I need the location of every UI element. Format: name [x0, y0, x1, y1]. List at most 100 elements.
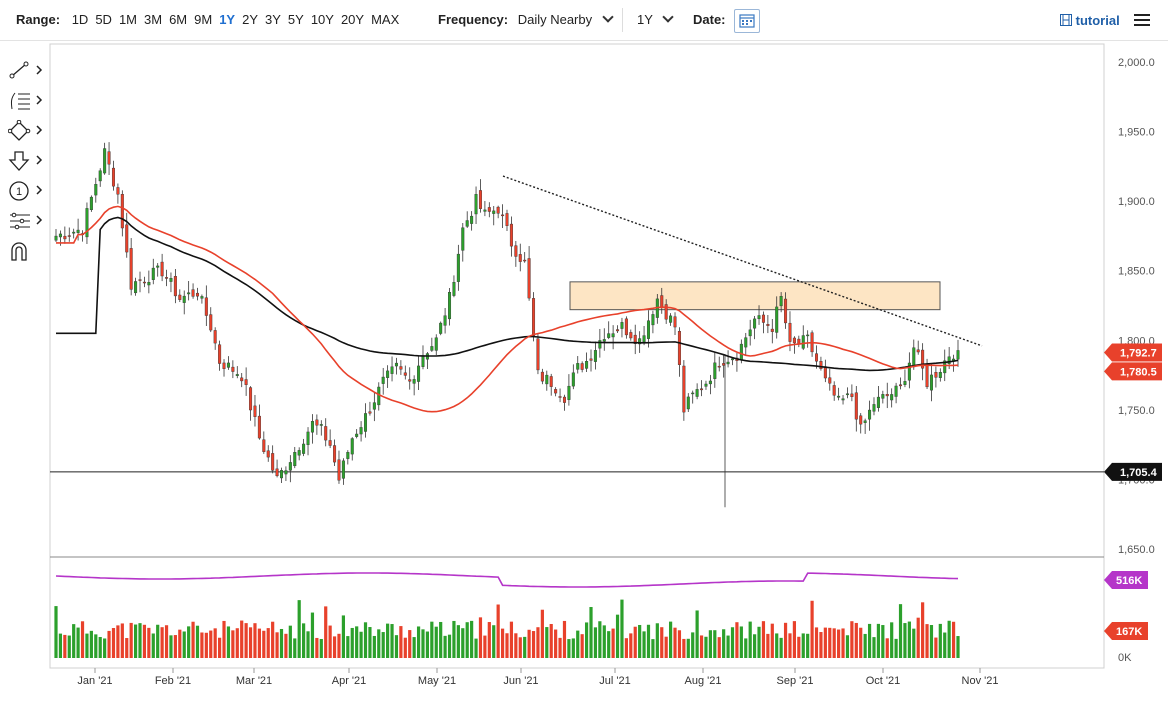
candle[interactable]	[929, 374, 933, 391]
candle[interactable]	[350, 438, 354, 455]
candle[interactable]	[439, 322, 443, 334]
candle[interactable]	[89, 196, 93, 211]
candle[interactable]	[832, 385, 836, 396]
candle[interactable]	[607, 333, 611, 338]
candle[interactable]	[134, 281, 138, 294]
candle[interactable]	[633, 334, 637, 344]
candle[interactable]	[713, 362, 717, 379]
candle[interactable]	[209, 314, 213, 331]
candle[interactable]	[845, 393, 849, 396]
candle[interactable]	[430, 346, 434, 351]
candle[interactable]	[173, 276, 177, 297]
candle[interactable]	[147, 281, 151, 286]
candle[interactable]	[187, 292, 191, 295]
candle[interactable]	[660, 295, 664, 307]
candle[interactable]	[94, 184, 98, 196]
candle[interactable]	[178, 294, 182, 300]
candle[interactable]	[138, 279, 142, 281]
arrow-tool-icon[interactable]	[8, 150, 48, 174]
candle[interactable]	[103, 148, 107, 174]
candle[interactable]	[757, 315, 761, 320]
candle[interactable]	[854, 392, 858, 420]
candle[interactable]	[947, 356, 951, 364]
candle[interactable]	[642, 335, 646, 343]
candle[interactable]	[850, 393, 854, 397]
candle[interactable]	[151, 267, 155, 280]
range-20y[interactable]: 20Y	[340, 12, 365, 27]
candle[interactable]	[518, 254, 522, 262]
candle[interactable]	[753, 318, 757, 329]
candle[interactable]	[532, 298, 536, 336]
candle[interactable]	[527, 258, 531, 299]
candle[interactable]	[823, 366, 827, 379]
range-1m[interactable]: 1M	[118, 12, 137, 27]
candle[interactable]	[899, 384, 903, 387]
candle[interactable]	[589, 358, 593, 361]
candle[interactable]	[341, 460, 345, 479]
tutorial-label[interactable]: tutorial	[1075, 13, 1120, 28]
range-max[interactable]: MAX	[371, 12, 400, 27]
candle[interactable]	[801, 335, 805, 349]
candle[interactable]	[664, 304, 668, 320]
candle[interactable]	[956, 350, 960, 360]
candle[interactable]	[226, 362, 230, 368]
candle[interactable]	[806, 334, 810, 337]
candle[interactable]	[355, 433, 359, 437]
candle[interactable]	[319, 424, 323, 426]
candle[interactable]	[912, 347, 916, 368]
candle[interactable]	[691, 392, 695, 395]
number-tool-icon[interactable]: 1	[8, 180, 48, 204]
candle[interactable]	[837, 395, 841, 398]
candle[interactable]	[377, 386, 381, 406]
calendar-button[interactable]	[734, 9, 760, 33]
candle[interactable]	[403, 372, 407, 376]
candle[interactable]	[943, 360, 947, 374]
candle[interactable]	[916, 349, 920, 353]
candle[interactable]	[191, 289, 195, 297]
candle[interactable]	[333, 445, 337, 463]
candle[interactable]	[881, 394, 885, 399]
candle[interactable]	[585, 361, 589, 369]
candle[interactable]	[142, 281, 146, 284]
candle[interactable]	[315, 419, 319, 426]
candle[interactable]	[890, 394, 894, 401]
candle[interactable]	[872, 404, 876, 412]
candle[interactable]	[364, 413, 368, 432]
candle[interactable]	[111, 167, 115, 187]
candle[interactable]	[766, 324, 770, 326]
candle[interactable]	[580, 363, 584, 370]
candle[interactable]	[704, 383, 708, 387]
candle[interactable]	[921, 349, 925, 369]
measure-tool-icon[interactable]	[8, 210, 48, 234]
candle[interactable]	[501, 214, 505, 217]
range-5y[interactable]: 5Y	[287, 12, 304, 27]
candle[interactable]	[545, 374, 549, 385]
candle[interactable]	[536, 338, 540, 371]
candle[interactable]	[863, 420, 867, 423]
candle[interactable]	[257, 415, 261, 439]
candle[interactable]	[611, 333, 615, 338]
candle[interactable]	[58, 233, 62, 238]
candle[interactable]	[554, 389, 558, 394]
candle[interactable]	[505, 213, 509, 226]
candle[interactable]	[244, 379, 248, 385]
candle[interactable]	[682, 365, 686, 413]
candle[interactable]	[677, 330, 681, 365]
candle[interactable]	[54, 235, 58, 241]
candle[interactable]	[629, 332, 633, 339]
candle[interactable]	[249, 387, 253, 411]
candle[interactable]	[744, 337, 748, 348]
candle[interactable]	[129, 248, 133, 290]
candle[interactable]	[253, 405, 257, 417]
candle[interactable]	[417, 365, 421, 382]
candle[interactable]	[116, 187, 120, 195]
candle[interactable]	[160, 261, 164, 277]
candle[interactable]	[616, 329, 620, 332]
candle[interactable]	[717, 365, 721, 368]
range-9m[interactable]: 9M	[194, 12, 213, 27]
range-1d[interactable]: 1D	[71, 12, 89, 27]
candle[interactable]	[222, 362, 226, 369]
candle[interactable]	[461, 227, 465, 251]
candle[interactable]	[748, 329, 752, 337]
candle[interactable]	[67, 235, 71, 237]
